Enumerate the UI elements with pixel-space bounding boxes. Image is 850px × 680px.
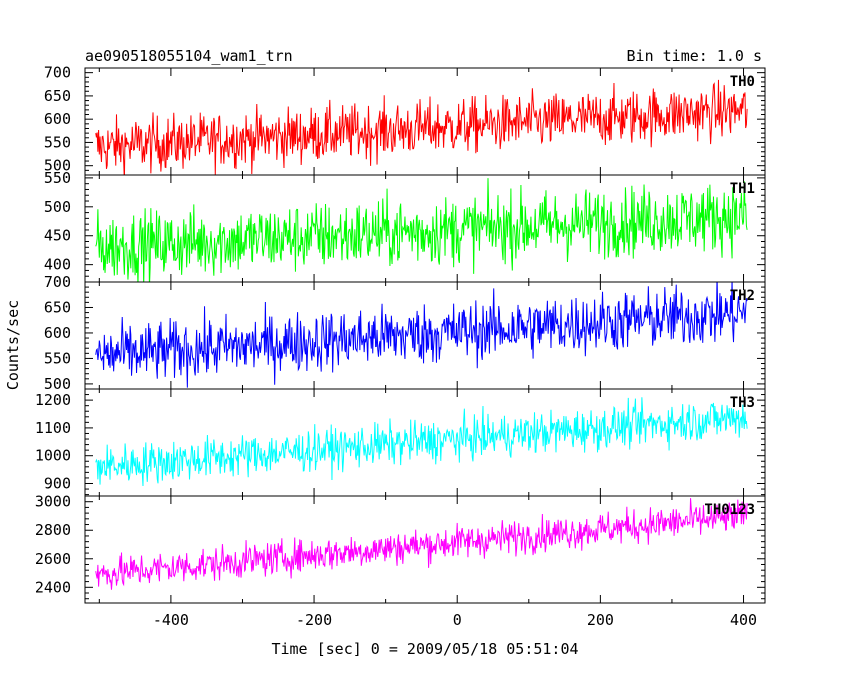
y-tick-label: 2400 bbox=[35, 578, 71, 596]
panel-label-th2: TH2 bbox=[730, 288, 755, 304]
panel-label-th0: TH0 bbox=[730, 74, 755, 90]
panel-label-th3: TH3 bbox=[730, 395, 755, 411]
y-tick-label: 1000 bbox=[35, 447, 71, 465]
panel-th2: 500 550 600 650 700 TH2 bbox=[44, 273, 766, 393]
series-line-th2 bbox=[95, 282, 748, 388]
panel-frame bbox=[84, 388, 766, 497]
x-axis-label: Time [sec] 0 = 2009/05/18 05:51:04 bbox=[271, 640, 578, 658]
y-tick-label: 1200 bbox=[35, 391, 71, 409]
x-tick-label: 200 bbox=[587, 611, 614, 629]
y-tick-label: 550 bbox=[44, 133, 71, 151]
y-tick-label: 400 bbox=[44, 256, 71, 274]
bin-time-label: Bin time: 1.0 s bbox=[627, 47, 762, 65]
panel-label-th0123: TH0123 bbox=[704, 502, 755, 518]
chart-title: ae090518055104_wam1_trn bbox=[85, 47, 293, 65]
y-tick-label: 550 bbox=[44, 349, 71, 367]
y-tick-label: 600 bbox=[44, 110, 71, 128]
series-line-th3 bbox=[95, 397, 748, 487]
panels: 500550600650700TH0400450500550TH15005506… bbox=[35, 64, 766, 604]
y-tick-label: 650 bbox=[44, 87, 71, 105]
y-tick-label: 2600 bbox=[35, 550, 71, 568]
x-tick-labels: -400 -200 0 200 400 bbox=[153, 611, 757, 629]
series-line-th0 bbox=[95, 79, 748, 175]
y-axis-label: Counts/sec bbox=[4, 300, 22, 390]
panel-label-th1: TH1 bbox=[730, 181, 755, 197]
x-tick-label: 400 bbox=[730, 611, 757, 629]
y-tick-label: 700 bbox=[44, 273, 71, 291]
panel-th1: 400 450 500 550 TH1 bbox=[44, 169, 766, 283]
y-tick-label: 3000 bbox=[35, 493, 71, 511]
y-tick-label: 500 bbox=[44, 157, 71, 175]
series-line-th0123 bbox=[95, 498, 748, 590]
x-tick-label: -400 bbox=[153, 611, 189, 629]
panel-th3: 900 1000 1100 1200 TH3 bbox=[35, 388, 766, 497]
y-tick-label: 1100 bbox=[35, 419, 71, 437]
y-tick-label: 650 bbox=[44, 298, 71, 316]
y-tick-label: 450 bbox=[44, 227, 71, 245]
panel-frame bbox=[84, 495, 766, 604]
series-line-th1 bbox=[95, 178, 748, 282]
y-tick-label: 700 bbox=[44, 64, 71, 82]
panel-th0: 500 550 600 650 700 TH0 bbox=[44, 64, 766, 176]
y-tick-label: 500 bbox=[44, 198, 71, 216]
y-tick-label: 550 bbox=[44, 169, 71, 187]
y-tick-label: 2800 bbox=[35, 521, 71, 539]
y-tick-label: 600 bbox=[44, 324, 71, 342]
y-tick-label: 500 bbox=[44, 375, 71, 393]
x-tick-label: -200 bbox=[296, 611, 332, 629]
y-tick-label: 900 bbox=[44, 474, 71, 492]
panel-th0123: 2400 2600 2800 3000 TH0123 bbox=[35, 493, 766, 604]
x-tick-label: 0 bbox=[453, 611, 462, 629]
